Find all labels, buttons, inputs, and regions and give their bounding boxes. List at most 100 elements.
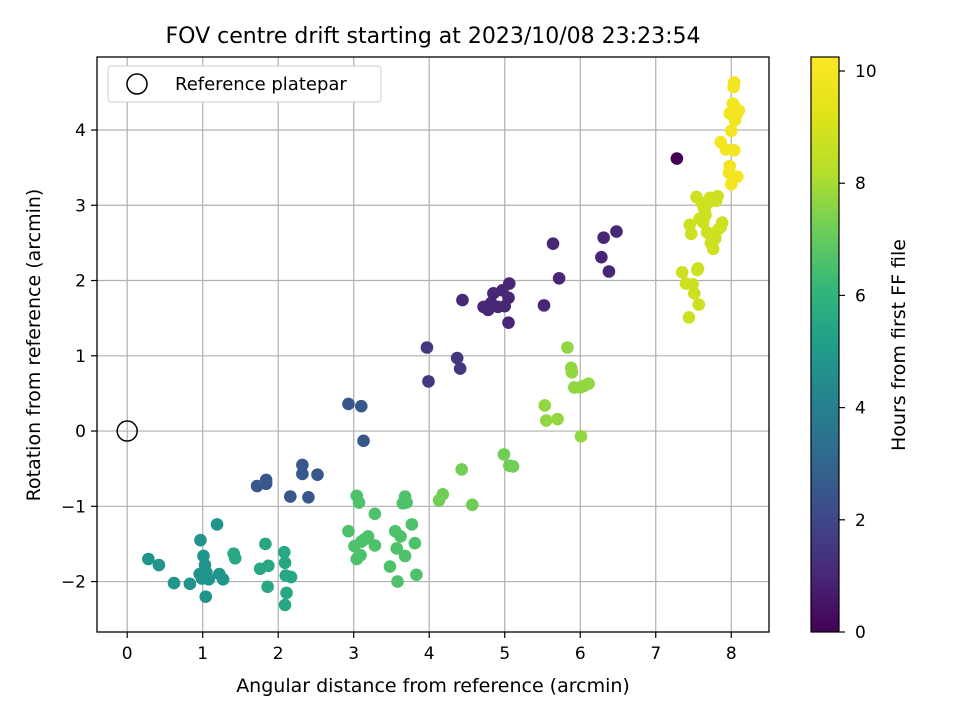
- data-point: [142, 552, 155, 566]
- data-point: [455, 463, 468, 476]
- data-point: [277, 545, 291, 559]
- x-axis-ticks: 0 1 2 3 4 5 6 7 8: [122, 632, 737, 664]
- data-point: [450, 351, 464, 365]
- colorbar-tick-label: 0: [855, 623, 866, 643]
- data-point: [498, 299, 512, 313]
- data-point: [675, 265, 689, 279]
- data-point: [453, 362, 467, 375]
- data-point: [183, 577, 197, 591]
- data-point: [283, 490, 297, 503]
- y-axis-label: Rotation from reference (arcmin): [23, 189, 45, 502]
- data-point: [502, 316, 515, 329]
- data-point: [692, 298, 706, 311]
- data-point: [582, 377, 595, 390]
- data-point: [278, 556, 292, 570]
- y-tick-label: 4: [75, 121, 86, 141]
- data-point: [715, 216, 729, 229]
- data-point: [259, 537, 272, 551]
- data-point: [456, 293, 469, 307]
- data-point: [465, 498, 479, 512]
- data-point: [394, 530, 407, 543]
- data-point: [687, 287, 701, 300]
- reference-point: [116, 420, 138, 442]
- x-tick-label: 1: [197, 644, 208, 664]
- data-point: [506, 460, 520, 473]
- x-tick-label: 3: [348, 644, 359, 664]
- data-point: [436, 487, 450, 501]
- y-tick-label: −1: [61, 497, 86, 517]
- data-point: [167, 576, 181, 590]
- y-axis-ticks: −2 −1 0 1 2 3 4: [61, 121, 97, 593]
- data-point: [691, 262, 705, 275]
- data-point: [538, 399, 552, 412]
- data-point: [284, 570, 298, 584]
- plot-frame: [96, 56, 770, 633]
- data-point: [727, 76, 741, 89]
- data-point: [278, 598, 292, 612]
- data-point: [724, 124, 738, 138]
- data-point: [354, 399, 368, 413]
- data-point: [732, 104, 746, 117]
- data-point: [552, 271, 566, 285]
- data-point: [400, 496, 413, 509]
- data-point: [296, 458, 309, 472]
- x-axis-label: Angular distance from reference (arcmin): [236, 675, 630, 697]
- data-point: [352, 496, 366, 509]
- data-point: [539, 414, 553, 427]
- data-point: [546, 237, 560, 250]
- data-point: [706, 242, 720, 256]
- colorbar-tick-label: 6: [855, 286, 866, 306]
- y-tick-label: 2: [75, 272, 86, 292]
- data-point: [354, 548, 367, 562]
- data-point: [711, 189, 724, 203]
- data-point: [561, 341, 574, 354]
- data-point: [152, 558, 166, 572]
- data-point: [730, 170, 744, 183]
- data-point: [311, 468, 324, 482]
- chart-title: FOV centre drift starting at 2023/10/08 …: [166, 24, 701, 49]
- legend: Reference platepar: [107, 65, 382, 103]
- data-point: [684, 227, 698, 241]
- x-tick-label: 0: [122, 644, 133, 664]
- colorbar-tick-label: 8: [855, 174, 866, 194]
- data-point: [699, 208, 712, 222]
- data-point: [202, 573, 216, 586]
- colorbar-label: Hours from first FF file: [888, 239, 910, 451]
- data-points: [142, 76, 746, 612]
- data-point: [342, 524, 355, 538]
- data-point: [194, 533, 207, 547]
- x-tick-label: 4: [424, 644, 435, 664]
- data-point: [357, 434, 370, 448]
- data-point: [210, 518, 224, 531]
- data-point: [487, 287, 500, 300]
- x-tick-label: 8: [726, 644, 737, 664]
- data-point: [280, 586, 293, 600]
- data-point: [410, 568, 423, 582]
- data-point: [484, 296, 498, 310]
- data-point: [727, 144, 741, 157]
- colorbar-ticks: 0 2 4 6 8 10: [839, 62, 877, 643]
- data-point: [228, 551, 242, 565]
- x-tick-label: 6: [575, 644, 586, 664]
- data-point: [390, 542, 404, 555]
- colorbar-tick-label: 4: [855, 399, 866, 419]
- data-point: [537, 299, 551, 312]
- data-point: [574, 430, 588, 443]
- data-point: [723, 159, 737, 173]
- data-point: [405, 518, 419, 531]
- y-tick-label: 1: [75, 347, 86, 367]
- x-tick-label: 7: [650, 644, 661, 664]
- data-point: [262, 559, 275, 573]
- data-point: [391, 575, 404, 588]
- y-tick-label: 0: [75, 422, 86, 442]
- data-point: [408, 536, 422, 550]
- data-point: [199, 590, 213, 603]
- data-point: [602, 265, 616, 278]
- data-point: [597, 231, 610, 244]
- data-point: [354, 535, 368, 548]
- data-point: [216, 573, 230, 586]
- data-point: [302, 490, 315, 504]
- data-point: [420, 341, 434, 354]
- reference-marker: [116, 420, 138, 442]
